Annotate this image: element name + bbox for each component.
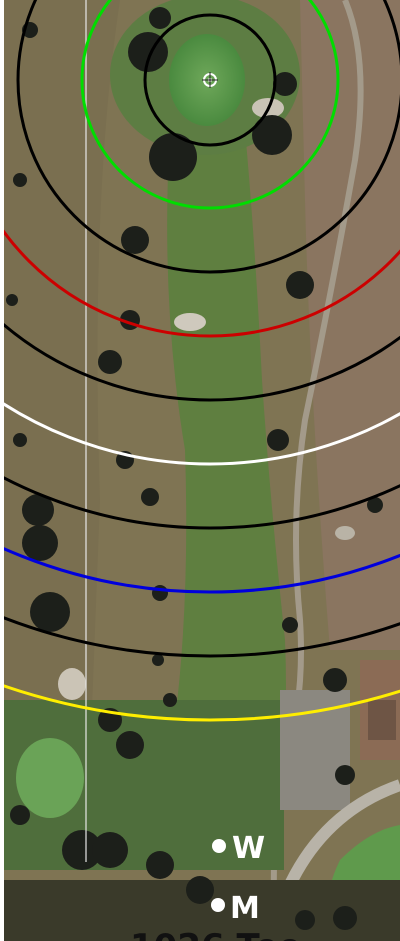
building-roof xyxy=(368,700,396,740)
footer-caption: 1026 Tee xyxy=(130,927,301,941)
pin-crosshair-icon[interactable] xyxy=(202,72,218,88)
tee-marker-w[interactable]: W xyxy=(212,831,265,866)
ring-blue xyxy=(4,547,400,594)
bunker xyxy=(174,313,206,331)
ring-5 xyxy=(4,322,400,402)
tee-label-w: W xyxy=(232,831,265,866)
rough-right xyxy=(300,0,400,650)
ring-white xyxy=(4,402,400,466)
ring-9 xyxy=(4,616,400,658)
tee-marker-m[interactable]: M xyxy=(211,891,260,926)
distance-rings xyxy=(4,0,400,722)
ring-red xyxy=(4,229,400,338)
neighbor-green xyxy=(16,738,84,818)
ring-3 xyxy=(16,0,400,274)
trees xyxy=(6,7,383,930)
bunker xyxy=(335,526,355,540)
tee-label-m: M xyxy=(230,891,260,926)
ring-green xyxy=(80,0,340,210)
rough-left xyxy=(4,0,120,760)
ring-yellow xyxy=(4,684,400,722)
ring-inner xyxy=(143,13,277,147)
ring-7 xyxy=(4,476,400,530)
bunker xyxy=(58,668,86,700)
fairway xyxy=(167,130,286,860)
